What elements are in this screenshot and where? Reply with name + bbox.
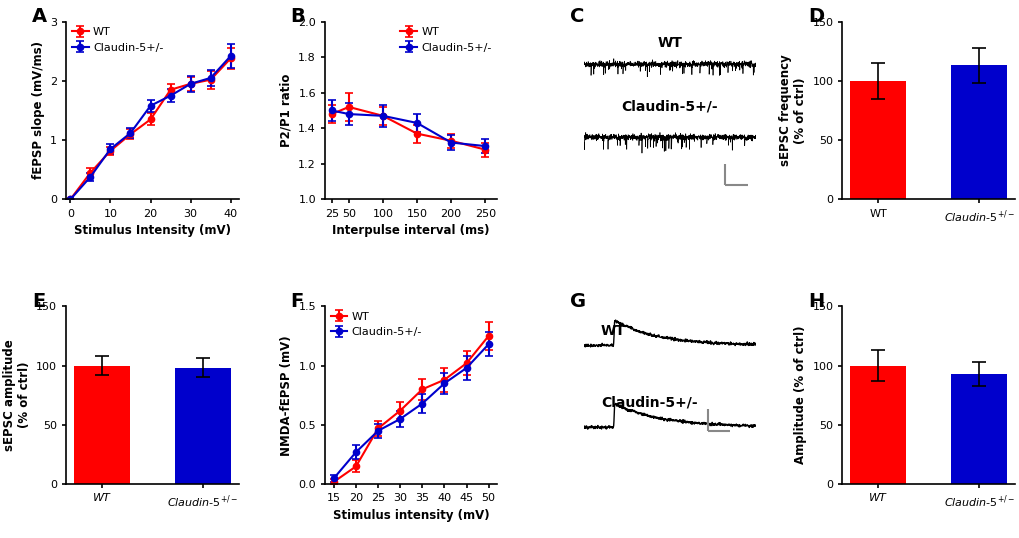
- Text: A: A: [32, 8, 47, 26]
- Bar: [951, 374, 1006, 484]
- X-axis label: Interpulse interval (ms): Interpulse interval (ms): [332, 224, 489, 237]
- X-axis label: Stimulus Intensity (mV): Stimulus Intensity (mV): [74, 224, 231, 237]
- Text: WT: WT: [657, 36, 682, 49]
- Y-axis label: sEPSC amplitude
(% of ctrl): sEPSC amplitude (% of ctrl): [3, 339, 31, 451]
- Text: D: D: [807, 8, 823, 26]
- Bar: [850, 81, 905, 200]
- Text: WT: WT: [600, 324, 626, 338]
- Text: Claudin-5+/-: Claudin-5+/-: [600, 395, 697, 409]
- Bar: [175, 368, 230, 484]
- Bar: [850, 365, 905, 484]
- X-axis label: Stimulus intensity (mV): Stimulus intensity (mV): [332, 509, 489, 522]
- Y-axis label: NMDA-fEPSP (mV): NMDA-fEPSP (mV): [279, 335, 292, 456]
- Text: C: C: [570, 8, 584, 26]
- Text: E: E: [32, 292, 45, 311]
- Legend: WT, Claudin-5+/-: WT, Claudin-5+/-: [330, 312, 422, 337]
- Y-axis label: P2/P1 ratio: P2/P1 ratio: [279, 74, 292, 147]
- Text: B: B: [290, 8, 305, 26]
- Y-axis label: fEPSP slope (mV/ms): fEPSP slope (mV/ms): [32, 41, 45, 180]
- Text: Claudin-5+/-: Claudin-5+/-: [621, 100, 717, 114]
- Text: H: H: [807, 292, 823, 311]
- Bar: [951, 66, 1006, 200]
- Text: F: F: [290, 292, 304, 311]
- Bar: [74, 365, 129, 484]
- Legend: WT, Claudin-5+/-: WT, Claudin-5+/-: [71, 27, 163, 53]
- Y-axis label: sEPSC frequency
(% of ctrl): sEPSC frequency (% of ctrl): [779, 55, 806, 166]
- Y-axis label: Amplitude (% of ctrl): Amplitude (% of ctrl): [793, 326, 806, 464]
- Text: G: G: [570, 292, 586, 311]
- Legend: WT, Claudin-5+/-: WT, Claudin-5+/-: [400, 27, 491, 53]
